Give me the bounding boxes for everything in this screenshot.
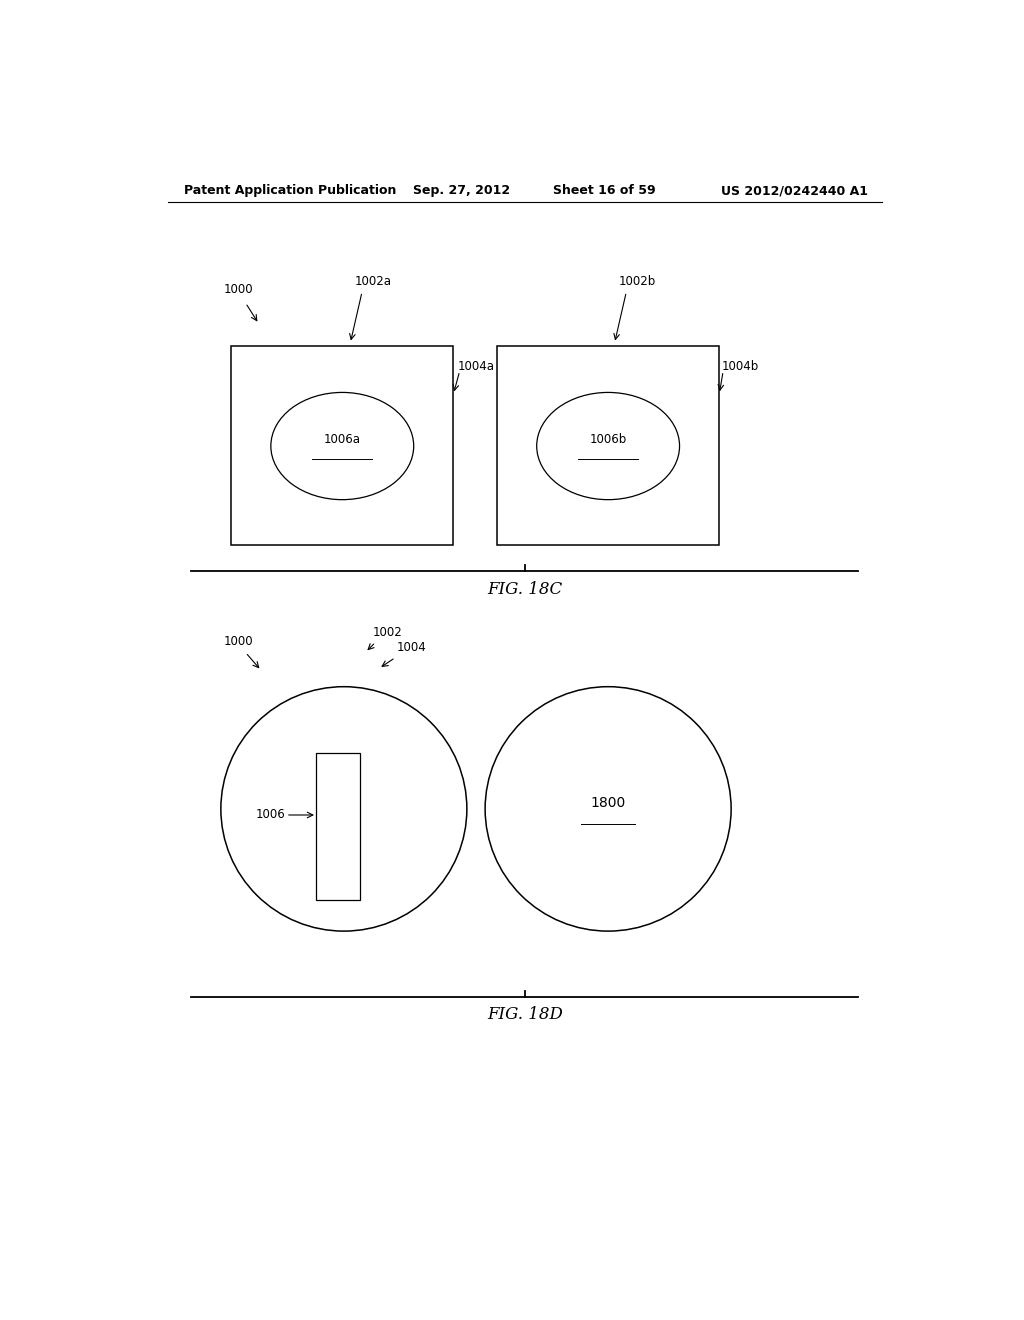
Bar: [231, 346, 454, 545]
Text: Patent Application Publication: Patent Application Publication: [183, 185, 396, 198]
Text: FIG. 18D: FIG. 18D: [486, 1006, 563, 1023]
Text: 1002: 1002: [373, 626, 402, 639]
Text: Sep. 27, 2012: Sep. 27, 2012: [413, 185, 510, 198]
Text: 1002b: 1002b: [618, 276, 655, 289]
Text: FIG. 18C: FIG. 18C: [487, 581, 562, 598]
Text: 1004: 1004: [396, 642, 426, 655]
Text: Sheet 16 of 59: Sheet 16 of 59: [553, 185, 655, 198]
Ellipse shape: [271, 392, 414, 500]
Text: 1800: 1800: [591, 796, 626, 809]
Text: 1004b: 1004b: [722, 360, 759, 374]
Ellipse shape: [485, 686, 731, 931]
Text: 1006: 1006: [255, 808, 285, 821]
Ellipse shape: [221, 686, 467, 931]
Text: 1006a: 1006a: [324, 433, 360, 446]
Text: 1006b: 1006b: [590, 433, 627, 446]
Text: 1002a: 1002a: [354, 276, 391, 289]
Bar: [497, 346, 719, 545]
Ellipse shape: [537, 392, 680, 500]
Text: 1004a: 1004a: [458, 360, 496, 374]
Text: US 2012/0242440 A1: US 2012/0242440 A1: [721, 185, 868, 198]
Text: 1000: 1000: [223, 635, 253, 648]
Text: 1000: 1000: [223, 282, 253, 296]
Bar: [316, 752, 359, 900]
